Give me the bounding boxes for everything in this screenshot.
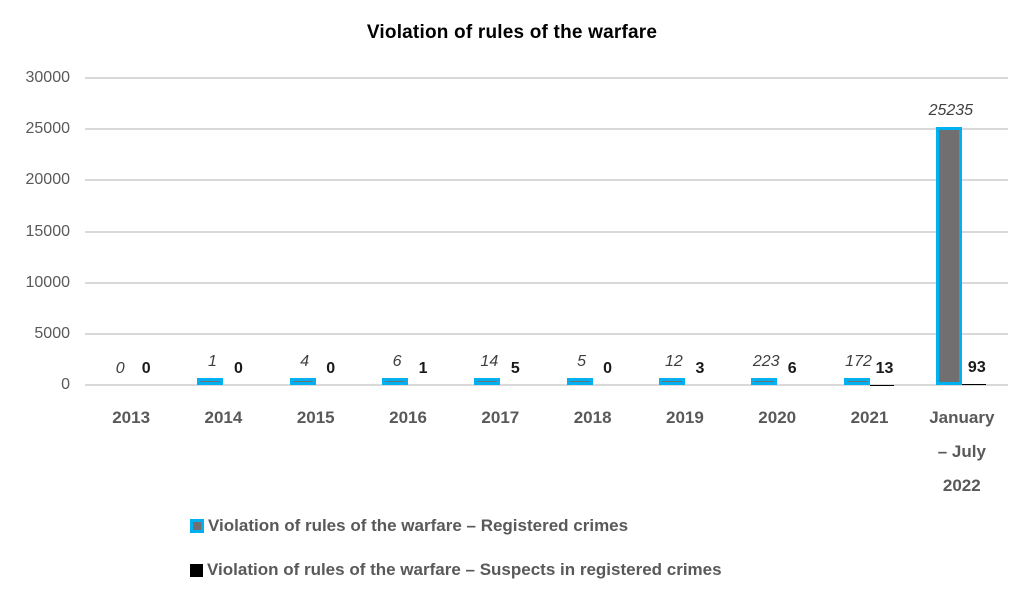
legend-swatch-suspects-icon (190, 563, 203, 577)
category-1: 0 0 2013 (85, 78, 177, 427)
data-label-suspects: 93 (967, 359, 986, 377)
data-label-suspects: 0 (603, 360, 613, 377)
gridline (85, 230, 1008, 233)
y-tick-label: 30000 (25, 69, 71, 86)
bar-suspects (961, 384, 986, 385)
bar-registered (197, 378, 224, 385)
y-tick-label: 15000 (25, 222, 71, 240)
category-3: 4 0 2015 (270, 78, 362, 427)
x-axis-label: 2019 (666, 408, 704, 427)
legend: Violation of rules of the warfare – Regi… (190, 513, 722, 595)
bar-registered (935, 126, 962, 385)
data-label-registered: 12 (665, 353, 683, 370)
data-label-registered: 6 (392, 353, 402, 370)
data-label-registered: 5 (577, 353, 587, 370)
data-label-suspects: 5 (510, 359, 520, 377)
legend-label-registered: Violation of rules of the warfare – Regi… (208, 516, 629, 535)
y-tick-label: 0 (61, 376, 70, 393)
data-label-registered: 25235 (928, 101, 974, 119)
data-label-suspects: 3 (695, 359, 705, 377)
gridline (85, 384, 1008, 386)
gridline (85, 281, 1008, 284)
bar-registered (751, 378, 778, 385)
gridline (85, 128, 1008, 131)
category-9: 172 13 2021 (823, 78, 915, 427)
x-axis-label: 2020 (758, 408, 797, 427)
gridline (85, 332, 1008, 335)
gridline (85, 77, 1008, 79)
y-tick-label: 20000 (25, 171, 71, 189)
bar-registered (658, 378, 685, 385)
category-7: 12 3 2019 (639, 78, 731, 427)
x-axis-label: 2018 (573, 408, 612, 427)
legend-label-suspects: Violation of rules of the warfare – Susp… (207, 560, 722, 579)
category-10: 25235 93 January – July 2022 (916, 78, 1008, 495)
legend-item-registered: Violation of rules of the warfare – Regi… (190, 513, 722, 539)
category-5: 14 5 2017 (454, 78, 546, 427)
data-label-suspects: 0 (326, 360, 336, 377)
x-axis-label: 2013 (112, 408, 151, 427)
x-axis-label: 2014 (204, 408, 243, 427)
data-label-registered: 14 (480, 353, 499, 370)
bar-registered (566, 378, 593, 385)
y-tick-label: 5000 (34, 324, 70, 342)
data-label-suspects: 0 (233, 360, 243, 377)
bar-registered (843, 378, 870, 385)
legend-item-suspects: Violation of rules of the warfare – Susp… (190, 557, 722, 583)
category-8: 223 6 2020 (731, 78, 823, 427)
x-axis-label: 2015 (296, 408, 335, 427)
data-label-suspects: 1 (418, 360, 428, 377)
plot-area: 0 0 2013 1 0 2014 4 0 2015 6 1 2016 14 5 2017 5 0 2018 12 3… (85, 77, 1008, 495)
x-axis-label: 2016 (389, 408, 427, 427)
category-6: 5 0 2018 (546, 78, 638, 427)
y-tick-label: 10000 (25, 273, 71, 291)
data-label-registered: 0 (115, 360, 125, 377)
bar-registered (382, 378, 409, 385)
x-axis-label: 2021 (850, 408, 889, 427)
data-label-suspects: 0 (141, 360, 151, 377)
legend-swatch-registered-icon (190, 519, 204, 533)
x-axis-label: January – July 2022 (929, 408, 995, 495)
category-2: 1 0 2014 (177, 78, 269, 427)
data-label-suspects: 13 (875, 359, 894, 377)
data-label-suspects: 6 (787, 359, 797, 377)
bar-registered (474, 378, 501, 385)
y-tick-label: 25000 (25, 120, 71, 138)
chart-title: Violation of rules of the warfare (366, 22, 658, 43)
bar-registered (289, 378, 316, 385)
gridline (85, 179, 1008, 182)
data-label-registered: 4 (300, 353, 310, 370)
x-axis-label: 2017 (481, 408, 520, 427)
data-label-registered: 172 (845, 353, 872, 370)
data-label-registered: 1 (207, 353, 217, 370)
data-label-registered: 223 (752, 353, 780, 370)
category-4: 6 1 2016 (362, 78, 454, 427)
